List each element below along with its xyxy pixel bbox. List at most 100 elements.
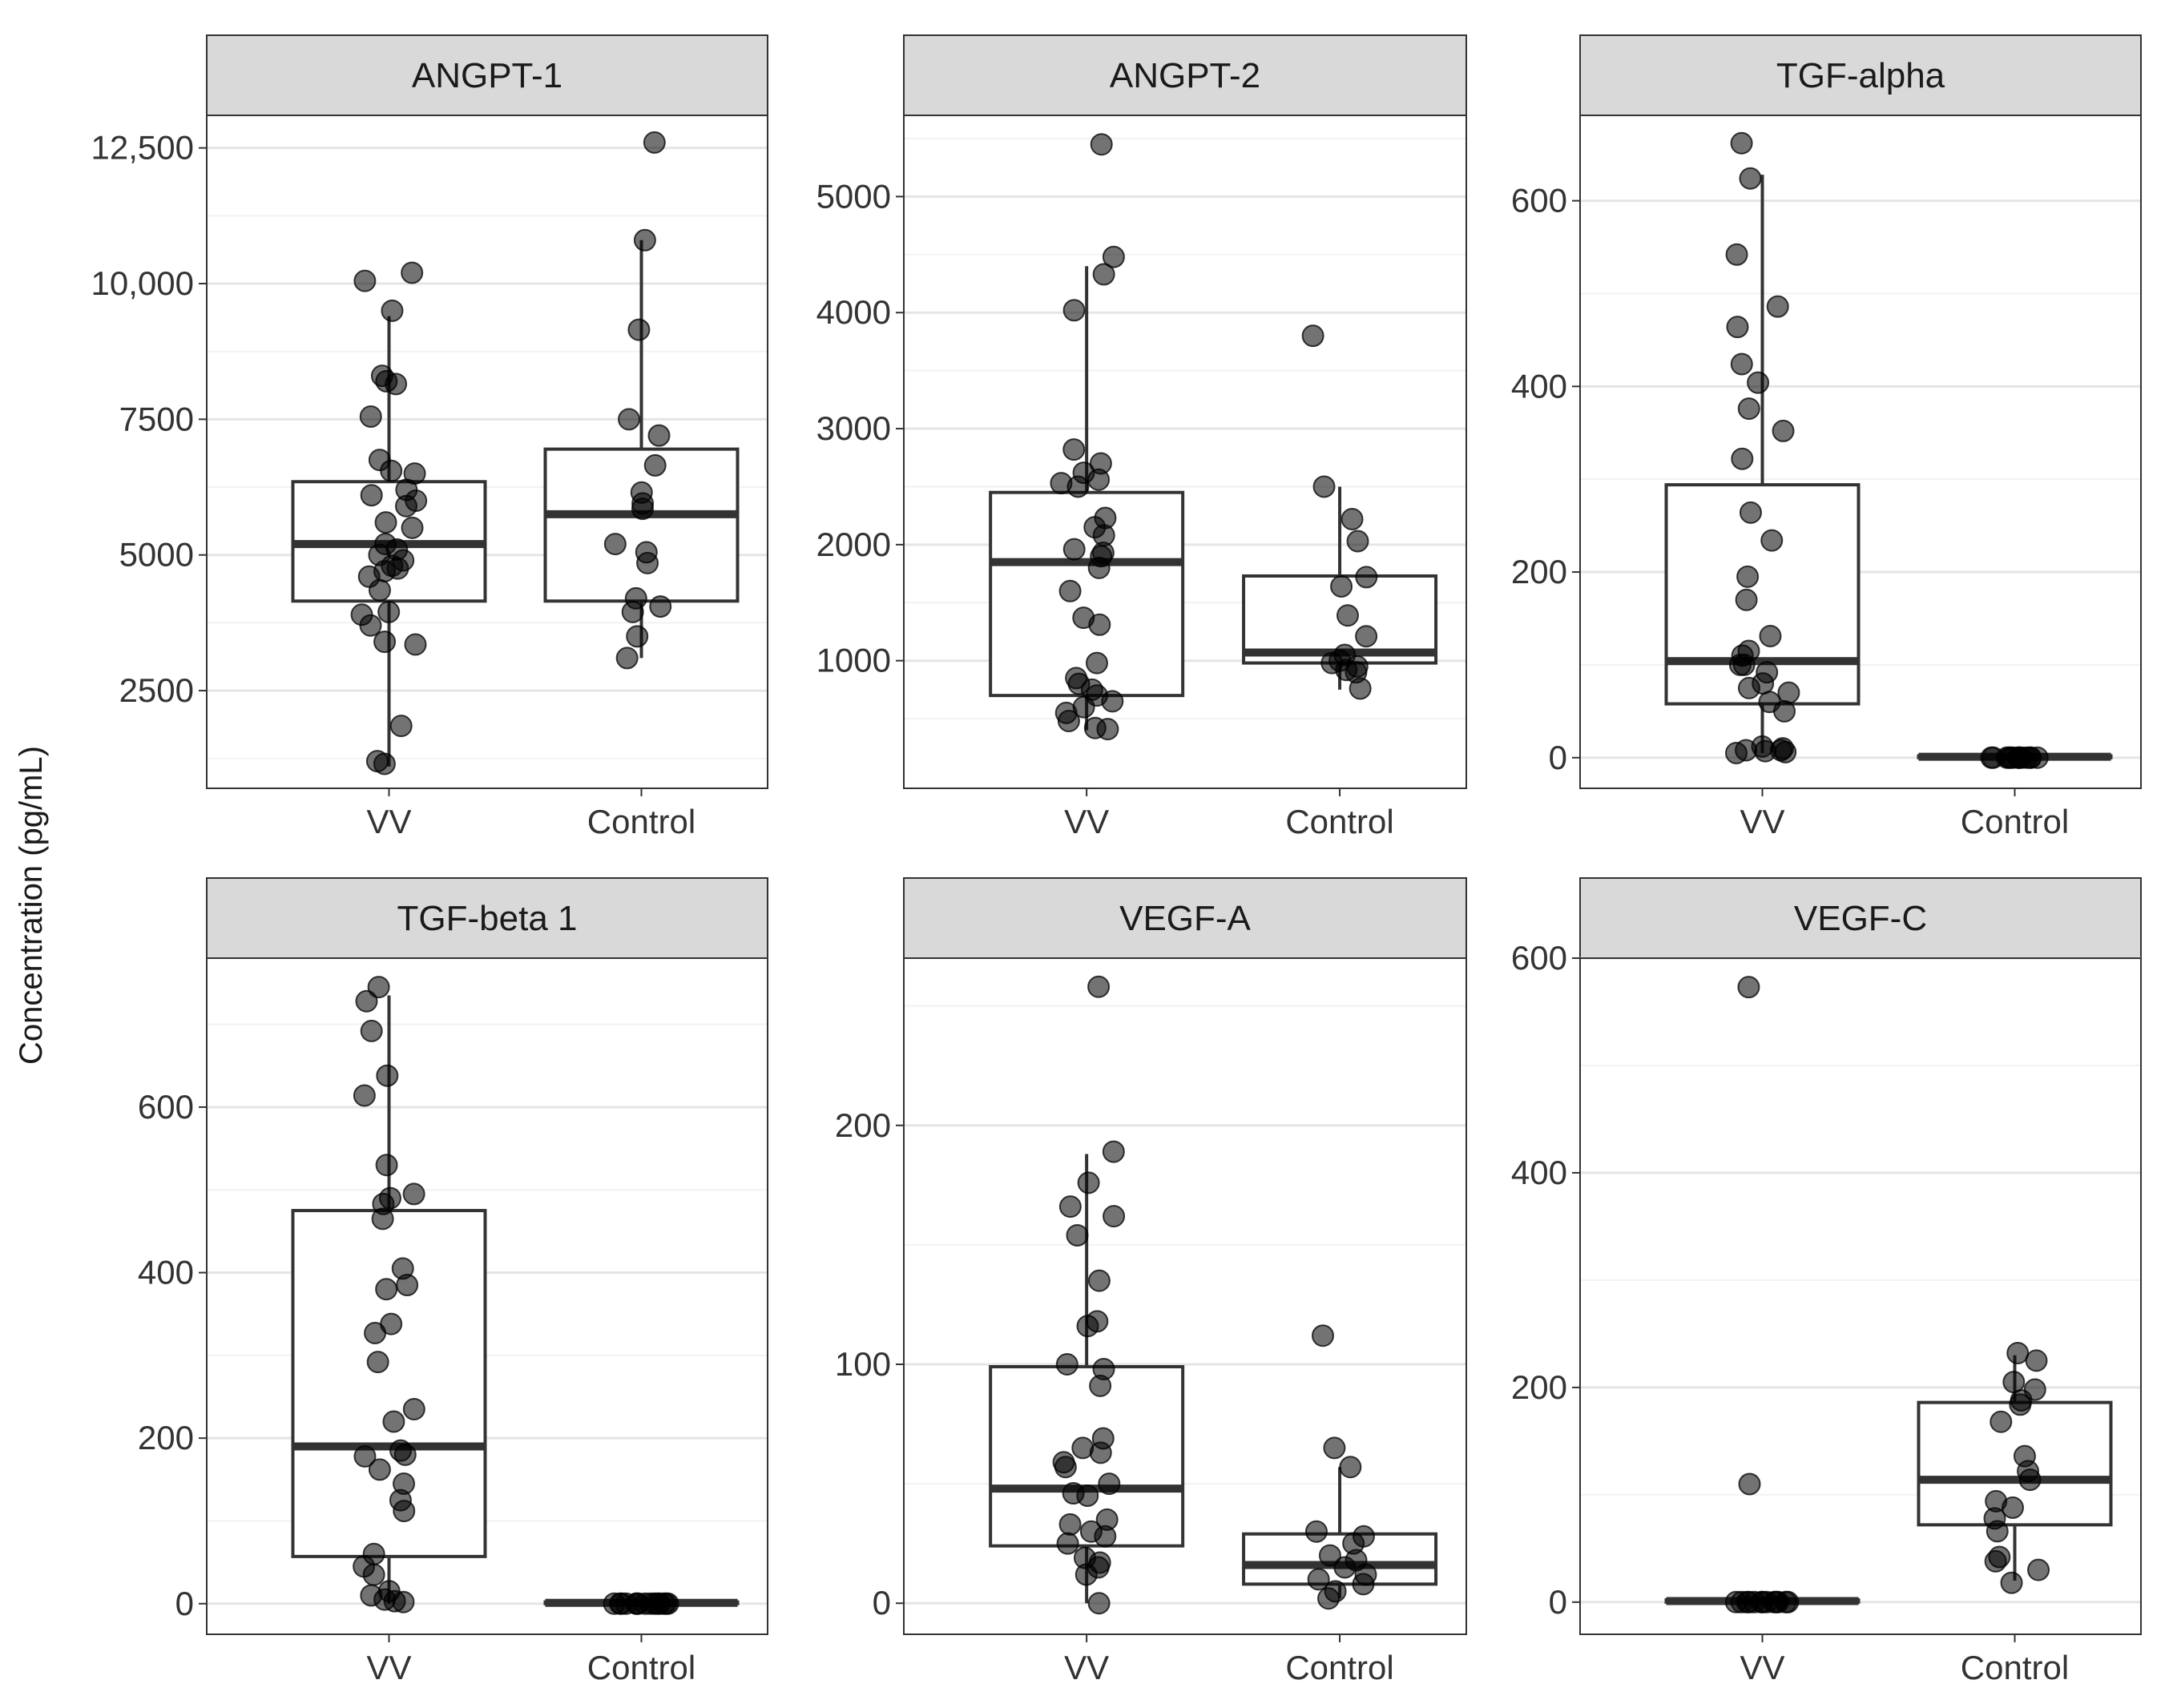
data-point [1307,1568,1330,1591]
y-tick-label: 2000 [816,526,891,563]
data-point [1352,1573,1375,1596]
data-point [401,261,424,284]
y-tick-label: 10,000 [91,264,194,302]
data-point [1738,1472,1761,1496]
y-tick-label: 600 [1511,939,1567,977]
data-point [1058,1513,1082,1536]
data-point [1735,588,1758,611]
x-tick-label: Control [1285,803,1393,840]
y-tick-label: 400 [138,1254,194,1291]
x-tick-label: VV [1740,1649,1784,1686]
data-point [1739,167,1762,190]
data-point [1076,1484,1099,1508]
data-point [2006,1342,2030,1365]
data-point [2025,1349,2048,1372]
data-point [1730,131,1753,155]
data-point [1317,1587,1341,1610]
data-point [649,595,672,618]
data-point [1772,699,1796,723]
facet-panel: TGF-alpha 0 200 400 600 VV Control [1511,34,2142,840]
y-tick-label: 7500 [119,400,194,437]
facet-panel: VEGF-C 0 200 400 600 VV Control [1511,877,2142,1686]
facet-title: ANGPT-1 [412,56,562,95]
y-tick-label: 5000 [119,536,194,574]
y-tick-label: 3000 [816,409,891,447]
facet-panel: ANGPT-2 1000 2000 3000 4000 5000 VV Control [816,34,1467,840]
data-point [621,600,644,623]
data-point [1074,1563,1098,1586]
data-point [615,647,639,670]
data-point [1731,447,1754,470]
data-point [1760,529,1784,552]
data-point [1103,1205,1126,1228]
x-tick-label: Control [1961,803,2069,840]
data-point [603,533,627,556]
data-point [1730,1590,1753,1613]
y-tick-label: 4000 [816,293,891,331]
data-point [353,269,377,292]
data-point [355,989,378,1013]
data-point [1339,1456,1362,1479]
data-point [385,373,408,396]
y-tick-label: 0 [175,1585,194,1622]
data-point [1737,397,1760,421]
data-point [1355,625,1378,648]
x-tick-label: Control [587,803,695,840]
data-point [626,625,649,648]
data-point [1730,352,1753,376]
plot-background [1580,958,2141,1634]
y-tick-label: 200 [1511,553,1567,590]
data-point [1066,1223,1089,1247]
x-tick-label: Control [587,1649,695,1686]
plot-background [1580,115,2141,788]
data-point [1732,653,1756,676]
data-point [359,405,382,428]
data-point [402,1182,425,1206]
panel-border [1579,115,2142,789]
data-point [1087,1269,1111,1292]
y-tick-label: 0 [1549,1583,1567,1621]
y-tick-label: 0 [1549,739,1567,776]
data-point [1737,976,1760,999]
data-point [1098,1472,1121,1496]
facet-title: TGF-alpha [1776,56,1945,95]
data-point [2001,1496,2024,1519]
data-point [364,1321,387,1344]
data-point [1747,371,1770,394]
data-point [1085,651,1108,675]
data-point [368,1458,391,1481]
data-point [636,551,659,574]
facet-title: VEGF-A [1119,899,1251,938]
data-point [1092,263,1115,286]
data-point [1089,1441,1112,1464]
y-tick-label: 200 [1511,1368,1567,1406]
data-point [373,630,397,654]
data-point [375,1154,398,1177]
data-point [2027,1558,2050,1581]
data-point [375,1278,398,1301]
facet-title: VEGF-C [1794,899,1927,938]
data-point [1349,677,1372,700]
data-point [1333,1556,1357,1579]
data-point [373,752,396,775]
data-point [401,516,424,539]
x-tick-label: Control [1961,1649,2069,1686]
data-point [1087,1592,1111,1615]
data-point [1058,579,1082,602]
box-iqr [543,447,740,603]
facet-strip [206,877,768,959]
data-point [1990,1410,2013,1433]
x-tick-label: VV [1064,803,1109,840]
y-tick-label: 100 [835,1345,891,1383]
data-point [2010,746,2034,769]
data-point [366,1351,389,1374]
facet-strip [903,877,1467,959]
y-tick-label: 600 [1511,182,1567,220]
panel-border [206,115,768,789]
data-point [393,1500,416,1523]
data-point [648,1592,671,1615]
data-point [1777,681,1800,704]
data-point [359,614,382,637]
data-point [1054,1456,1077,1479]
